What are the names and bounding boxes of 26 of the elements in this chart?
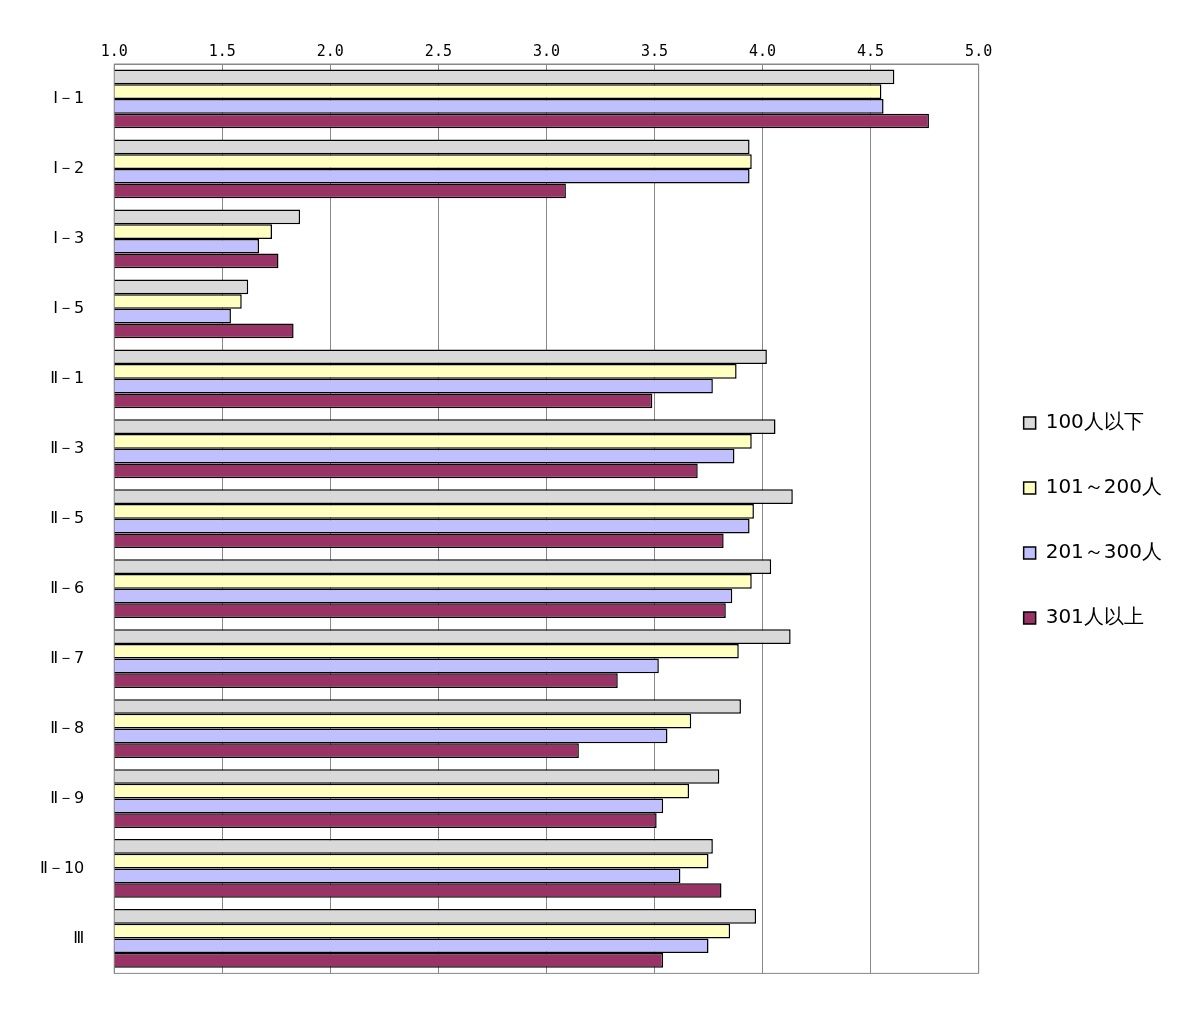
y-tick-label: Ⅱ－1 — [50, 367, 85, 387]
x-tick-label: 2.0 — [316, 41, 344, 60]
y-tick-label: Ⅰ－5 — [53, 297, 85, 317]
y-tick-label: Ⅱ－6 — [50, 577, 85, 597]
y-tick-label: Ⅰ－3 — [53, 228, 85, 248]
x-tick-label: 4.0 — [749, 41, 777, 60]
y-tick-label: Ⅱ－10 — [40, 857, 85, 877]
y-tick-label: Ⅱ－7 — [50, 647, 85, 667]
x-tick-label: 4.5 — [857, 41, 885, 60]
x-tick-label: 3.5 — [640, 41, 669, 60]
x-tick-label: 3.0 — [532, 41, 560, 60]
y-tick-label: Ⅱ－8 — [50, 717, 85, 737]
x-tick-label: 1.5 — [208, 41, 236, 60]
y-tick-label: Ⅱ－5 — [50, 507, 85, 527]
y-tick-label: Ⅰ－1 — [53, 88, 85, 108]
x-tick-label: 2.5 — [424, 41, 452, 60]
y-tick-label: Ⅱ－9 — [50, 787, 85, 807]
y-tick-label: Ⅰ－2 — [53, 158, 85, 178]
legend-label: 100人以下 — [1045, 409, 1144, 434]
x-tick-label: 1.0 — [100, 41, 128, 60]
y-tick-label: Ⅱ－3 — [50, 437, 85, 457]
y-tick-label: Ⅲ — [73, 927, 85, 947]
legend-label: 301人以上 — [1045, 604, 1144, 629]
legend-label: 201～300人 — [1045, 539, 1163, 564]
x-tick-label: 5.0 — [965, 41, 993, 60]
legend-label: 101～200人 — [1045, 474, 1163, 499]
